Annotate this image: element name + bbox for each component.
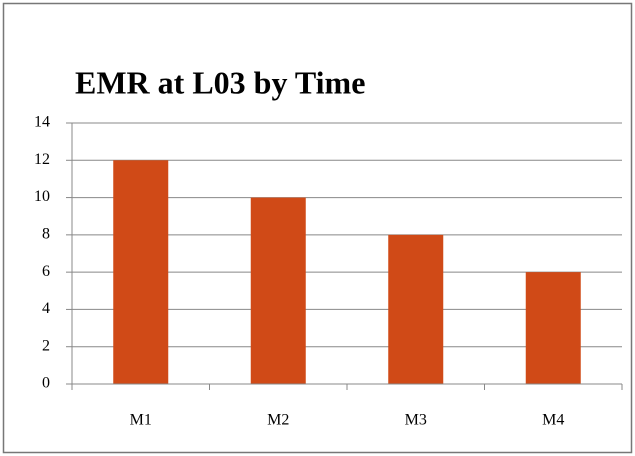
y-tick-label: 14 [34,114,50,131]
x-tick-label: M2 [267,412,289,429]
bar [113,160,169,384]
y-tick-label: 10 [34,188,50,205]
bar [525,272,581,384]
y-tick-label: 12 [34,151,50,168]
x-tick-label: M1 [130,412,152,429]
y-tick-label: 0 [42,375,50,392]
bar [388,234,444,384]
y-tick-label: 4 [42,300,50,317]
y-tick-label: 2 [42,337,50,354]
x-tick-label: M4 [542,412,564,429]
y-tick-label: 6 [42,263,50,280]
x-tick-label: M3 [405,412,427,429]
chart-title: EMR at L03 by Time [75,64,365,100]
y-tick-label: 8 [42,226,50,243]
bar [250,197,306,384]
